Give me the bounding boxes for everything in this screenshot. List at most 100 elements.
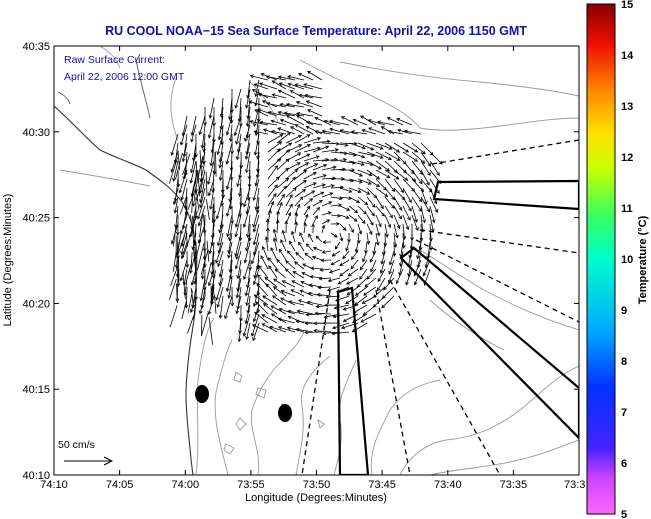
current-vector-head (303, 169, 308, 174)
current-vector (366, 187, 377, 198)
current-vector-head (172, 201, 177, 206)
current-vector (414, 268, 422, 285)
current-vector (210, 142, 215, 166)
current-vector (205, 262, 212, 285)
x-tick-label: 73:35 (500, 479, 528, 491)
colorbar-tick-label: 5 (621, 509, 627, 519)
current-vector-head (229, 275, 233, 280)
colorbar-tick-label: 6 (621, 458, 627, 470)
current-vector (281, 290, 296, 297)
current-vector (247, 214, 251, 238)
current-vector (253, 205, 260, 228)
current-vector-head (311, 223, 315, 228)
current-vector-head (371, 203, 376, 208)
current-vector-head (361, 220, 366, 225)
current-vector-head (281, 193, 285, 198)
current-vector-head (252, 228, 257, 233)
current-vector (346, 277, 359, 285)
current-vector-head (277, 110, 282, 115)
current-vector (331, 259, 341, 266)
current-vector-head (367, 181, 372, 185)
current-vector-head (254, 93, 259, 98)
colorbar-tick-label: 12 (621, 152, 633, 164)
current-vector-head (178, 189, 183, 194)
current-vector (402, 187, 412, 203)
current-vector-head (333, 234, 338, 238)
current-vector (321, 166, 336, 171)
x-tick-label: 74:10 (40, 479, 68, 491)
current-vector (252, 324, 269, 333)
current-vector-head (321, 224, 326, 229)
map-content (54, 46, 579, 475)
current-vector-head (323, 164, 328, 168)
current-vector-head (229, 176, 234, 181)
current-vector (348, 268, 359, 277)
current-vector-head (262, 128, 267, 133)
current-vector (366, 142, 384, 150)
current-vector-head (294, 124, 299, 128)
current-vector (237, 169, 242, 187)
current-vector-head (314, 311, 319, 316)
current-vector (400, 241, 404, 258)
current-vector-head (218, 229, 222, 234)
current-vector-head (248, 100, 253, 105)
current-vector-head (292, 176, 296, 181)
current-vector-head (252, 318, 257, 323)
current-vector-head (298, 144, 303, 148)
current-vector (291, 280, 305, 288)
current-vector-head (270, 119, 275, 124)
current-vector-head (397, 128, 402, 133)
current-vector-head (370, 146, 375, 151)
current-vector-head (379, 269, 384, 274)
current-vector-head (286, 149, 291, 153)
current-vector-head (377, 165, 382, 170)
current-vector-head (318, 276, 323, 281)
current-vector-head (309, 275, 314, 279)
current-vector (263, 303, 278, 315)
current-vector-head (256, 118, 261, 123)
current-vector-head (286, 250, 291, 255)
current-vector (304, 252, 314, 261)
current-vector (303, 163, 318, 171)
current-vector-head (262, 295, 267, 299)
current-vector (206, 199, 210, 220)
current-vector (276, 220, 279, 234)
current-vector-head (408, 207, 412, 212)
current-vector (311, 267, 323, 270)
current-vector-head (270, 305, 275, 309)
current-vector-head (307, 109, 312, 113)
current-vector (362, 250, 368, 262)
current-vector-head (191, 202, 196, 207)
current-vector (303, 172, 317, 180)
current-vector-head (396, 118, 401, 122)
current-vector (402, 205, 411, 221)
current-vector-head (189, 270, 193, 275)
current-vector (366, 268, 377, 280)
current-vector-head (336, 221, 341, 226)
current-vector (420, 214, 424, 232)
current-vector (332, 331, 350, 335)
current-vector-head (295, 319, 300, 324)
current-vector-head (199, 204, 203, 209)
current-vector-head (388, 261, 393, 266)
x-tick-label: 74:05 (106, 479, 134, 491)
current-vector-head (180, 251, 184, 255)
current-vector (353, 119, 368, 126)
current-vector (375, 160, 390, 172)
current-vector-head (218, 164, 223, 169)
current-vector (383, 277, 395, 290)
current-vector (296, 328, 314, 333)
current-vector-head (212, 170, 217, 175)
current-vector-head (253, 130, 258, 134)
current-vector (329, 128, 350, 135)
current-vector-head (307, 291, 312, 296)
current-vector (244, 124, 251, 142)
current-vector (312, 140, 330, 144)
current-vector-head (361, 154, 366, 159)
current-vector (304, 94, 323, 99)
current-vector (357, 142, 374, 151)
current-vector-head (252, 224, 256, 228)
current-vector (194, 241, 197, 259)
current-vector (197, 243, 205, 271)
current-vector-head (319, 267, 324, 272)
